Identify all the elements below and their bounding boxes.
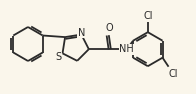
Text: NH: NH [119, 44, 134, 54]
Text: N: N [78, 28, 85, 38]
Text: O: O [105, 23, 113, 33]
Text: S: S [55, 52, 62, 62]
Text: Cl: Cl [169, 69, 178, 79]
Text: Cl: Cl [143, 11, 152, 21]
